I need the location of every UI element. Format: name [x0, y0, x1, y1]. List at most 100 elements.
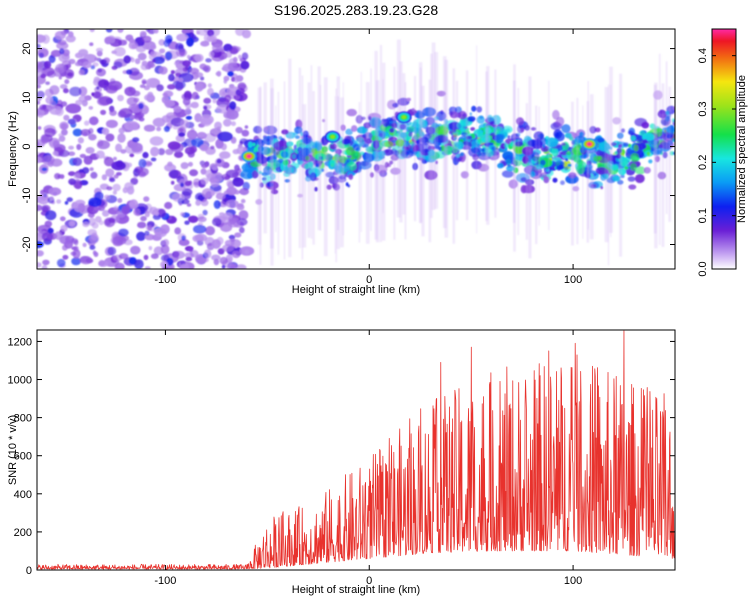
heatmap-blob-348	[167, 141, 181, 150]
heatmap-blob-573	[147, 224, 153, 231]
heatmap-streak-57	[399, 61, 403, 223]
heatmap-blob-223	[88, 133, 97, 141]
heatmap-blob-834	[227, 71, 234, 77]
heatmap-blob-823	[88, 197, 102, 208]
heatmap-blob-675	[226, 186, 238, 196]
heatmap-blob-225	[64, 201, 69, 205]
heatmap-blob-532	[138, 158, 147, 169]
heatmap-streak-69	[277, 91, 280, 255]
heatmap-blob-285	[104, 194, 110, 200]
heatmap-blob-1300	[507, 135, 511, 139]
heatmap-blob-567	[181, 188, 193, 196]
heatmap-blob-453	[68, 151, 76, 156]
heatmap-blob-339	[105, 133, 115, 142]
heatmap-blob-59	[129, 153, 135, 158]
heatmap-blob-90	[190, 250, 199, 258]
heatmap-streak-68	[430, 53, 433, 218]
heatmap-blob-711	[180, 162, 189, 170]
heatmap-blob-866	[73, 202, 86, 213]
spectrogram-y-label: Frequency (Hz)	[7, 111, 19, 187]
heatmap-blob-265	[213, 200, 221, 209]
heatmap-blob-673	[148, 78, 160, 88]
heatmap-blob-533	[212, 217, 222, 227]
heatmap-blob-696	[50, 49, 62, 57]
heatmap-blob-792	[150, 146, 160, 157]
heatmap-blob-853	[82, 242, 87, 248]
heatmap-blob-355	[200, 76, 205, 81]
heatmap-blob-892	[134, 259, 144, 269]
heatmap-blob-1700	[504, 154, 514, 164]
heatmap-blob-752	[67, 118, 76, 125]
heatmap-blob-808	[151, 58, 156, 63]
heatmap-blob-455	[231, 121, 236, 127]
heatmap-blob-699	[219, 256, 228, 265]
heatmap-blob-715	[184, 180, 192, 187]
heatmap-blob-756	[200, 177, 209, 185]
heatmap-blob-252	[92, 91, 102, 99]
heatmap-blob-802	[68, 178, 76, 185]
heatmap-blob-770	[90, 65, 96, 70]
heatmap-blob-849	[224, 175, 231, 180]
heatmap-blob-746	[69, 86, 82, 97]
heatmap-blob-822	[154, 211, 159, 216]
heatmap-blob-1966	[539, 159, 546, 166]
heatmap-blob-738	[115, 143, 123, 153]
heatmap-blob-815	[156, 84, 164, 92]
heatmap-blob-698	[113, 46, 126, 57]
heatmap-blob-478	[172, 193, 185, 203]
heatmap-blob-694	[150, 157, 157, 162]
heatmap-blob-398	[194, 233, 208, 242]
heatmap-blob-233	[93, 251, 99, 257]
heatmap-streak-14	[661, 83, 665, 247]
heatmap-blob-589	[180, 212, 185, 217]
heatmap-blob-1230	[634, 166, 646, 175]
heatmap-streak-19	[512, 80, 516, 223]
heatmap-blob-135	[113, 156, 117, 161]
heatmap-blob-314	[193, 181, 199, 186]
heatmap-streak-2	[582, 105, 584, 239]
heatmap-blob-525	[231, 250, 241, 259]
heatmap-blob-733	[79, 256, 93, 265]
heatmap-blob-37	[207, 83, 212, 88]
heatmap-blob-1907	[565, 151, 572, 156]
heatmap-blob-606	[71, 246, 78, 251]
heatmap-streak-67	[323, 77, 328, 257]
heatmap-blob-864	[67, 72, 73, 77]
heatmap-blob-896	[234, 232, 242, 238]
heatmap-blob-883	[124, 120, 139, 131]
heatmap-streak-37	[610, 84, 612, 238]
heatmap-blob-460	[199, 63, 207, 70]
heatmap-blob-886	[134, 112, 143, 121]
heatmap-blob-851	[37, 66, 43, 77]
heatmap-blob-1127	[347, 184, 351, 188]
heatmap-blob-1253	[643, 167, 651, 174]
heatmap-blob-1419	[600, 186, 604, 190]
snr-line	[37, 330, 675, 570]
heatmap-blob-1957	[408, 132, 413, 138]
heatmap-streak-65	[452, 68, 456, 244]
heatmap-blob-340	[74, 61, 83, 67]
heatmap-blob-876	[209, 35, 217, 43]
heatmap-blob-661	[70, 251, 77, 256]
heatmap-blob-1824	[560, 151, 567, 156]
heatmap-streak-41	[396, 39, 401, 218]
heatmap-streak-7	[455, 80, 459, 221]
heatmap-blob-623	[194, 82, 204, 92]
heatmap-blob-212	[89, 116, 99, 126]
heatmap-streak-63	[382, 79, 384, 213]
heatmap-blob-703	[77, 137, 84, 144]
heatmap-blob-574	[49, 85, 60, 95]
heatmap-blob-776	[131, 142, 143, 153]
heatmap-streak-47	[270, 88, 274, 266]
heatmap-blob-607	[239, 188, 250, 196]
heatmap-streak-50	[444, 59, 449, 238]
heatmap-blob-847	[216, 126, 221, 132]
heatmap-blob-431	[56, 258, 66, 268]
heatmap-blob-580	[178, 132, 186, 137]
heatmap-blob-43	[174, 151, 184, 159]
heatmap-blob-1913	[642, 132, 655, 142]
heatmap-blob-1814	[247, 145, 255, 152]
heatmap-blob-1362	[628, 184, 637, 190]
heatmap-blob-862	[133, 208, 141, 216]
